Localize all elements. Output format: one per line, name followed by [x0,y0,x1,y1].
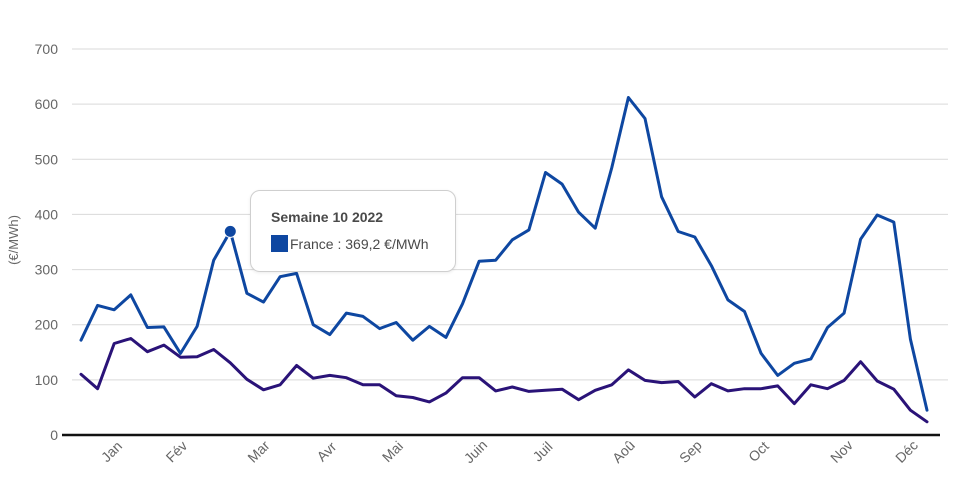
tooltip-value: France : 369,2 €/MWh [290,235,429,252]
series-lines[interactable] [79,96,929,424]
y-tick-label: 0 [50,427,58,443]
hover-marker [223,224,237,238]
tooltip-title: Semaine 10 2022 [271,209,384,225]
x-tick-label: Jan [98,438,125,465]
y-axis-ticks: 0 100 200 300 400 500 600 700 [35,41,59,443]
y-tick-label: 500 [35,151,59,167]
x-tick-label: Déc [892,437,921,466]
tooltip-row: France : 369,2 €/MWh [271,235,455,252]
y-axis-label: (€/MWh) [6,215,21,265]
x-tick-label: Mai [379,438,406,465]
x-tick-label: Oct [745,438,772,465]
x-axis-ticks: Jan Fév Mar Avr Mai Juin Juil Aoû Sep Oct Nov Déc [98,437,921,466]
y-tick-label: 600 [35,96,59,112]
grid-lines [72,48,948,381]
x-tick-label: Juil [529,438,555,464]
y-tick-label: 300 [35,262,59,278]
tooltip: Semaine 10 2022 France : 369,2 €/MWh [250,190,456,272]
x-tick-label: Mar [244,437,273,466]
series-line[interactable] [79,337,929,424]
y-tick-label: 700 [35,41,59,57]
x-tick-label: Aoû [609,437,638,466]
x-tick-label: Avr [313,438,339,464]
x-tick-label: Sep [676,437,705,466]
hover-point [223,224,237,238]
tooltip-swatch [271,235,288,252]
y-tick-label: 100 [35,372,59,388]
x-tick-label: Nov [827,437,856,466]
x-tick-label: Juin [461,437,490,466]
y-tick-label: 400 [35,206,59,222]
y-tick-label: 200 [35,317,59,333]
series-line[interactable] [79,96,929,412]
x-tick-label: Fév [163,438,191,466]
